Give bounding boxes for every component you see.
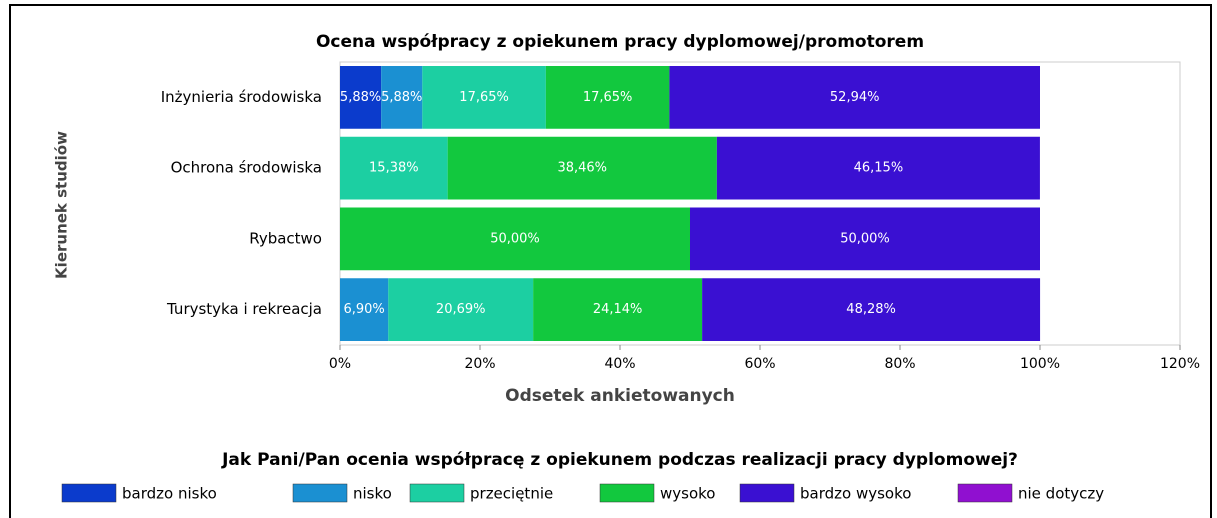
legend-label: bardzo nisko xyxy=(122,485,217,503)
data-label: 15,38% xyxy=(369,161,419,176)
legend-swatch xyxy=(292,483,348,503)
bar-segment xyxy=(388,278,534,341)
bar-segment xyxy=(340,66,382,129)
y-tick-label: Rybactwo xyxy=(249,229,322,247)
x-tick-label: 0% xyxy=(329,356,351,372)
bar-segment xyxy=(340,136,448,200)
x-tick-label: 20% xyxy=(464,356,495,372)
legend-label: nie dotyczy xyxy=(1018,485,1104,503)
bar-segment xyxy=(545,66,670,129)
x-tick-label: 60% xyxy=(744,356,775,372)
data-label: 6,90% xyxy=(343,302,384,317)
bar-segment xyxy=(381,66,423,129)
y-axis-title: Kierunek studiów xyxy=(53,131,71,279)
legend-label: bardzo wysoko xyxy=(800,485,911,503)
data-label: 17,65% xyxy=(583,90,633,105)
bar-segment xyxy=(340,278,389,341)
x-tick-label: 80% xyxy=(884,356,915,372)
legend-title: Jak Pani/Pan ocenia współpracę z opiekun… xyxy=(221,450,1018,470)
y-tick-label: Turystyka i rekreacja xyxy=(166,300,322,318)
x-tick-label: 100% xyxy=(1020,356,1060,372)
data-label: 46,15% xyxy=(854,161,904,176)
frame xyxy=(9,4,1212,518)
data-label: 50,00% xyxy=(490,231,540,246)
data-label: 48,28% xyxy=(846,302,896,317)
data-label: 52,94% xyxy=(830,90,880,105)
legend-swatch xyxy=(61,483,117,503)
data-label: 5,88% xyxy=(340,90,381,105)
chart-title: Ocena współpracy z opiekunem pracy dyplo… xyxy=(316,32,924,52)
x-tick-label: 120% xyxy=(1160,356,1200,372)
x-tick-label: 40% xyxy=(604,356,635,372)
legend-label: nisko xyxy=(353,485,392,503)
bar-segment xyxy=(716,136,1040,200)
legend-swatch xyxy=(409,483,465,503)
bar-segment xyxy=(669,66,1040,129)
data-label: 17,65% xyxy=(459,90,509,105)
legend-label: przeciętnie xyxy=(470,485,553,503)
bar-segment xyxy=(422,66,546,129)
bar-segment xyxy=(533,278,703,341)
data-label: 20,69% xyxy=(436,302,486,317)
bar-segment xyxy=(340,207,690,271)
y-tick-label: Inżynieria środowiska xyxy=(161,88,322,106)
bar-segment xyxy=(447,136,717,200)
legend-swatch xyxy=(957,483,1013,503)
data-label: 5,88% xyxy=(381,90,422,105)
y-tick-label: Ochrona środowiska xyxy=(171,159,322,177)
data-label: 38,46% xyxy=(557,161,607,176)
bar-segment xyxy=(702,278,1041,341)
legend-label: wysoko xyxy=(660,485,715,503)
data-label: 24,14% xyxy=(593,302,643,317)
x-axis-title: Odsetek ankietowanych xyxy=(505,386,735,406)
bar-segment xyxy=(690,207,1040,271)
legend-swatch xyxy=(599,483,655,503)
data-label: 50,00% xyxy=(840,231,890,246)
legend-swatch xyxy=(739,483,795,503)
